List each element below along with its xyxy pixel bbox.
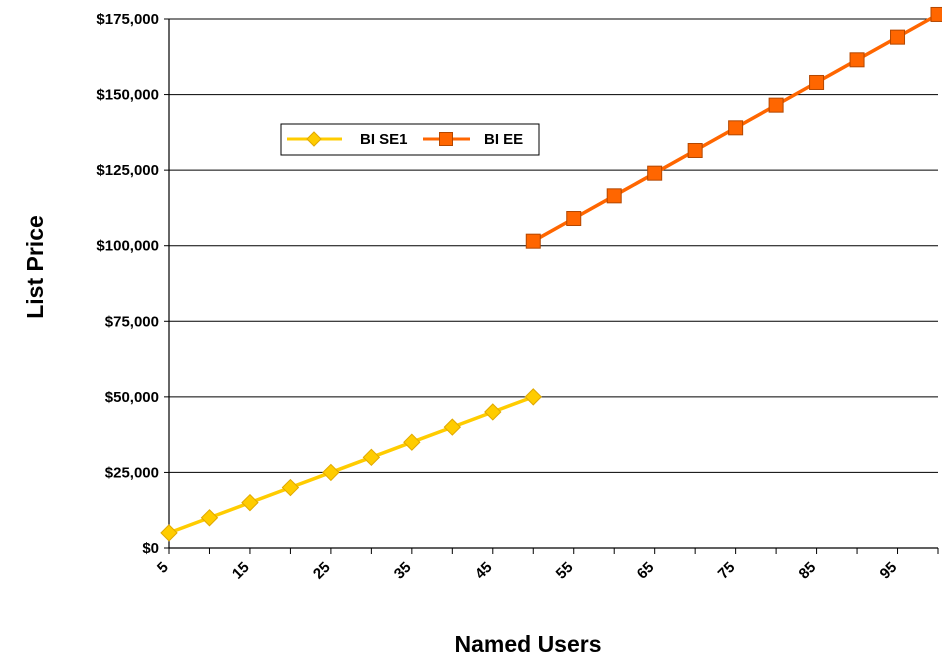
legend-label-bi-ee: BI EE bbox=[484, 131, 523, 148]
point-bi-se1-25 bbox=[322, 463, 340, 482]
point-bi-se1-15 bbox=[241, 493, 259, 512]
point-bi-se1-40 bbox=[443, 418, 462, 436]
y-tick-label-6: $150,000 bbox=[96, 87, 159, 104]
y-tick-label-4: $100,000 bbox=[96, 238, 159, 255]
series-bi-ee bbox=[525, 6, 942, 249]
legend-label-bi-se1: BI SE1 bbox=[360, 131, 408, 148]
y-tick-label-1: $25,000 bbox=[105, 464, 159, 481]
y-tick-label-3: $75,000 bbox=[105, 313, 159, 330]
legend-marker-bi-se1 bbox=[306, 131, 322, 147]
x-tick-label-95: 95 bbox=[877, 559, 901, 583]
series-line-bi-se1 bbox=[168, 395, 534, 535]
point-bi-se1-50 bbox=[524, 388, 542, 406]
x-tick-label-45: 45 bbox=[472, 559, 496, 583]
point-bi-ee-95 bbox=[890, 29, 906, 45]
y-tick-label-2: $50,000 bbox=[105, 389, 159, 406]
x-tick-label-15: 15 bbox=[229, 559, 253, 583]
plot-area bbox=[169, 19, 938, 548]
point-bi-ee-75 bbox=[728, 120, 744, 136]
plot-background bbox=[169, 19, 938, 548]
point-bi-se1-45 bbox=[484, 403, 502, 421]
point-bi-ee-90 bbox=[849, 52, 865, 68]
point-bi-ee-70 bbox=[687, 142, 703, 158]
x-tick-label-5: 5 bbox=[154, 559, 172, 577]
legend: BI SE1 BI EE bbox=[280, 123, 540, 156]
x-tick-label-35: 35 bbox=[391, 559, 415, 583]
point-bi-se1-35 bbox=[403, 433, 421, 451]
point-bi-ee-50 bbox=[525, 233, 541, 249]
x-tick-label-75: 75 bbox=[715, 559, 739, 583]
x-tick-labels: 5 15 25 35 45 55 65 75 85 95 bbox=[154, 559, 900, 583]
axes bbox=[164, 18, 939, 554]
series-bi-se1 bbox=[160, 388, 542, 542]
point-bi-ee-80 bbox=[768, 97, 784, 113]
point-bi-ee-65 bbox=[647, 165, 663, 181]
series-layer bbox=[160, 6, 942, 542]
point-bi-ee-85 bbox=[809, 74, 825, 90]
y-tick-labels: $0 $25,000 $50,000 $75,000 $100,000 $125,000 $… bbox=[96, 11, 159, 557]
gridlines bbox=[169, 18, 938, 473]
point-bi-se1-5 bbox=[160, 524, 178, 542]
point-bi-se1-10 bbox=[200, 509, 219, 527]
x-tick-label-55: 55 bbox=[553, 559, 577, 583]
point-bi-ee-100 bbox=[930, 6, 942, 22]
point-bi-ee-60 bbox=[606, 188, 622, 204]
point-bi-ee-55 bbox=[566, 211, 582, 227]
x-tick-label-65: 65 bbox=[634, 559, 658, 583]
x-tick-label-85: 85 bbox=[796, 559, 820, 583]
x-tick-label-25: 25 bbox=[310, 559, 334, 583]
y-tick-label-5: $125,000 bbox=[96, 162, 159, 179]
legend-marker-bi-ee bbox=[439, 132, 453, 146]
point-bi-se1-30 bbox=[362, 448, 381, 467]
y-axis-title: List Price bbox=[22, 215, 48, 319]
y-tick-label-7: $175,000 bbox=[96, 11, 159, 28]
point-bi-se1-20 bbox=[281, 478, 300, 497]
x-axis-title: Named Users bbox=[454, 631, 601, 657]
y-tick-label-0: $0 bbox=[142, 540, 159, 557]
